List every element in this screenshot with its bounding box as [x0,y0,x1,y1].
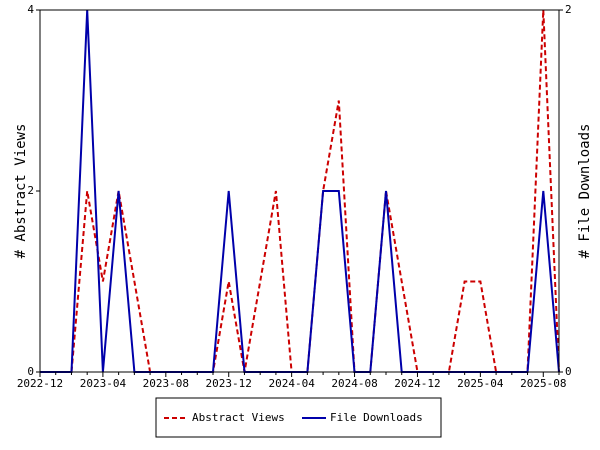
y-right-tick-label: 2 [565,3,572,16]
y-left-tick-label: 0 [27,365,34,378]
axes: 0 2 4 0 2 2022-12 2023-04 2023-08 2023-12 2024-04… [17,3,572,390]
x-tick-label: 2023-04 [80,377,127,390]
y-left-tick-label: 2 [27,184,34,197]
y-left-tick-label: 4 [27,3,34,16]
x-tick-label: 2025-04 [457,377,504,390]
x-tick-label: 2022-12 [17,377,63,390]
plot-area [40,9,560,373]
legend-label-abstract-views: Abstract Views [192,411,285,424]
legend-label-file-downloads: File Downloads [330,411,423,424]
x-tick-label: 2023-08 [143,377,189,390]
legend-box [155,397,442,438]
legend: Abstract Views File Downloads [155,397,442,438]
x-tick-label: 2024-12 [394,377,440,390]
y-axis-title-left: # Abstract Views [13,124,29,259]
x-tick-label: 2023-12 [206,377,252,390]
y-axis-title-right: # File Downloads [577,124,593,259]
x-tick-label: 2024-04 [268,377,315,390]
x-tick-label: 2024-08 [331,377,377,390]
x-tick-label: 2025-08 [520,377,566,390]
series-line-file-downloads [40,9,560,373]
y-right-tick-label: 0 [565,365,572,378]
